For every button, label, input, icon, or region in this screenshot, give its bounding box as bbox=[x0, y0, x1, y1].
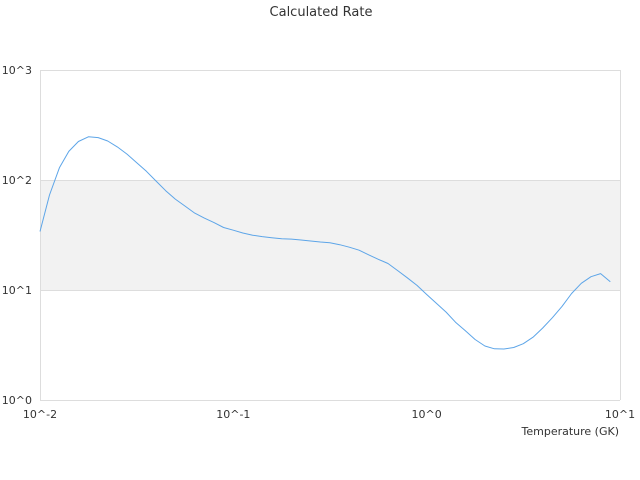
series-line bbox=[39, 136, 611, 350]
x-tick-label: 10^1 bbox=[605, 408, 635, 421]
x-tick-label: 10^0 bbox=[412, 408, 442, 421]
line-layer bbox=[39, 136, 611, 350]
grid-layer bbox=[40, 70, 621, 401]
y-tick-label: 10^1 bbox=[2, 284, 32, 297]
tick-layer: 10^-2 10^-1 10^0 10^1 10^0 10^1 10^2 10^3 bbox=[2, 64, 635, 421]
x-tick-label: 10^-1 bbox=[216, 408, 250, 421]
chart-title: Calculated Rate bbox=[270, 5, 373, 20]
x-tick-label: 10^-2 bbox=[23, 408, 57, 421]
y-tick-label: 10^3 bbox=[2, 64, 32, 77]
y-tick-label: 10^2 bbox=[2, 174, 32, 187]
band-layer bbox=[40, 180, 620, 290]
x-axis-label: Temperature (GK) bbox=[521, 425, 620, 438]
y-tick-label: 10^0 bbox=[2, 394, 32, 407]
shaded-band bbox=[40, 180, 620, 290]
